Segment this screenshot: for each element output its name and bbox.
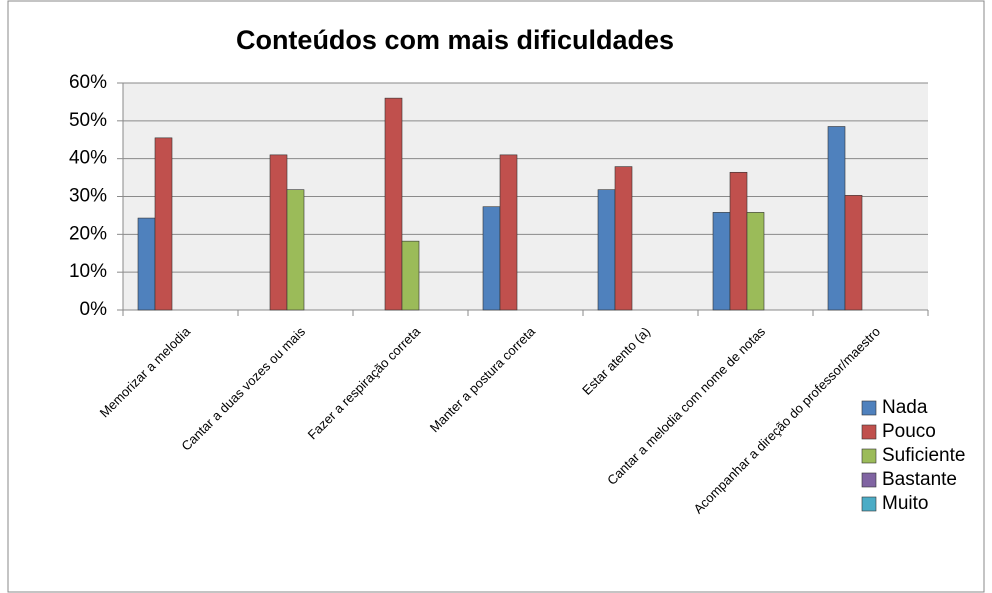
legend-label: Bastante (882, 469, 957, 490)
y-tick-label: 60% (69, 72, 107, 93)
y-tick-label: 50% (69, 110, 107, 131)
bar (269, 154, 288, 311)
legend-swatch (861, 448, 877, 464)
legend-swatch (861, 496, 877, 512)
bar (844, 195, 863, 311)
y-tick-label: 40% (69, 148, 107, 169)
y-tick-label: 10% (69, 261, 107, 282)
bar (286, 189, 305, 311)
legend-label: Suficiente (882, 445, 965, 466)
y-tick-label: 0% (80, 299, 108, 320)
bar (614, 166, 633, 311)
legend-label: Pouco (882, 421, 936, 442)
legend-label: Nada (882, 397, 928, 418)
bar (827, 126, 846, 311)
bar (154, 137, 173, 311)
legend-swatch (861, 400, 877, 416)
bar (729, 171, 748, 311)
bar (384, 97, 403, 311)
bar (401, 240, 420, 311)
y-tick-label: 30% (69, 186, 107, 207)
legend-label: Muito (882, 493, 928, 514)
y-tick-label: 20% (69, 223, 107, 244)
bar (746, 212, 765, 311)
legend-swatch (861, 424, 877, 440)
bar (499, 154, 518, 311)
chart-title: Conteúdos com mais dificuldades (236, 25, 674, 55)
bar (597, 189, 616, 311)
legend-swatch (861, 472, 877, 488)
bar (482, 206, 501, 311)
bar (137, 217, 156, 311)
bar (712, 212, 731, 311)
